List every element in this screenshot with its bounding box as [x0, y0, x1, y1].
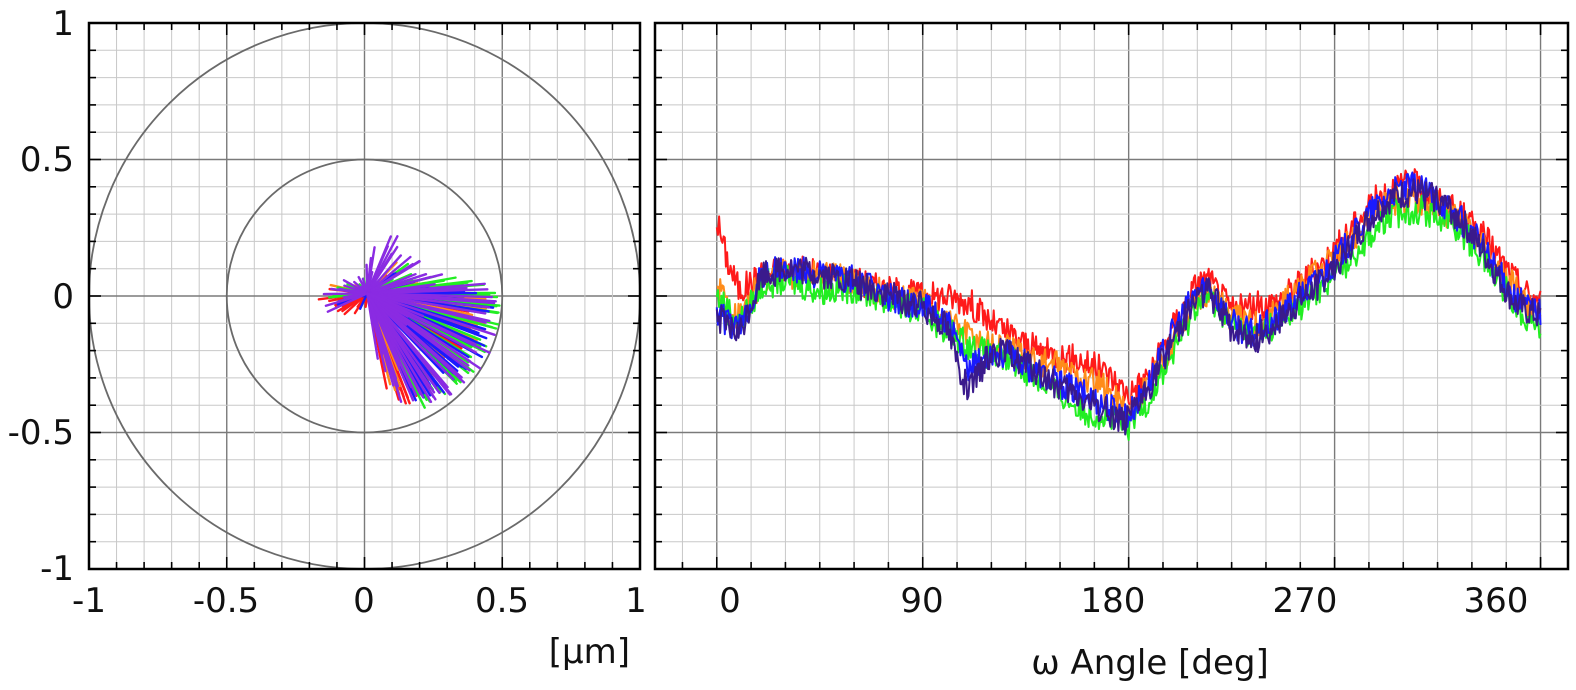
vector-mark [366, 260, 421, 295]
left-x-tick-label: 0 [353, 581, 375, 621]
vector-mark [366, 288, 489, 295]
vector-mark [342, 292, 369, 299]
series-line [715, 194, 1542, 441]
vector-mark [366, 292, 385, 349]
left-x-axis-title: [µm] [549, 632, 630, 672]
left-x-tick-label: 0.5 [475, 581, 529, 621]
vector-mark [366, 292, 449, 389]
angle-profile-plot: 0 90 180 270 360 ω Angle [deg] [653, 21, 1570, 683]
right-line-series [715, 168, 1542, 441]
left-x-tick-label: 1 [625, 581, 647, 621]
right-grid [655, 22, 1568, 570]
left-y-tick-label: 0.5 [20, 140, 74, 180]
vector-mark [366, 292, 394, 338]
right-x-tick-label: 90 [900, 581, 943, 621]
right-x-tick-label: 270 [1273, 581, 1338, 621]
left-x-tick-label: -0.5 [193, 581, 259, 621]
right-x-axis-title: ω Angle [deg] [1031, 643, 1268, 683]
right-tick-marks [655, 22, 1568, 570]
left-vector-series [317, 235, 501, 409]
right-x-tick-label: 180 [1081, 581, 1146, 621]
right-x-tick-label: 0 [719, 581, 741, 621]
vector-mark [366, 254, 403, 295]
left-y-tick-label: 0 [52, 277, 74, 317]
vector-mark [366, 255, 412, 295]
left-y-tick-label: -1 [40, 549, 74, 589]
right-x-tick-label: 360 [1464, 581, 1529, 621]
vector-mark [366, 246, 376, 295]
left-y-tick-label: -0.5 [8, 413, 74, 453]
left-tick-marks [88, 22, 641, 570]
vector-mark [366, 292, 496, 337]
left-x-tick-label: -1 [72, 581, 106, 621]
vector-mark [366, 245, 399, 295]
vector-mark [366, 273, 444, 295]
vector-mark [366, 292, 425, 318]
vector-series [322, 235, 497, 404]
reference-circle [225, 158, 504, 434]
series-line [715, 178, 1542, 436]
vector-mark [366, 292, 491, 323]
left-y-tick-label: 1 [52, 4, 74, 44]
polar-runout-plot: 1 0.5 0 -0.5 -1 -1 -0.5 0 0.5 1 [µm] [8, 4, 647, 672]
